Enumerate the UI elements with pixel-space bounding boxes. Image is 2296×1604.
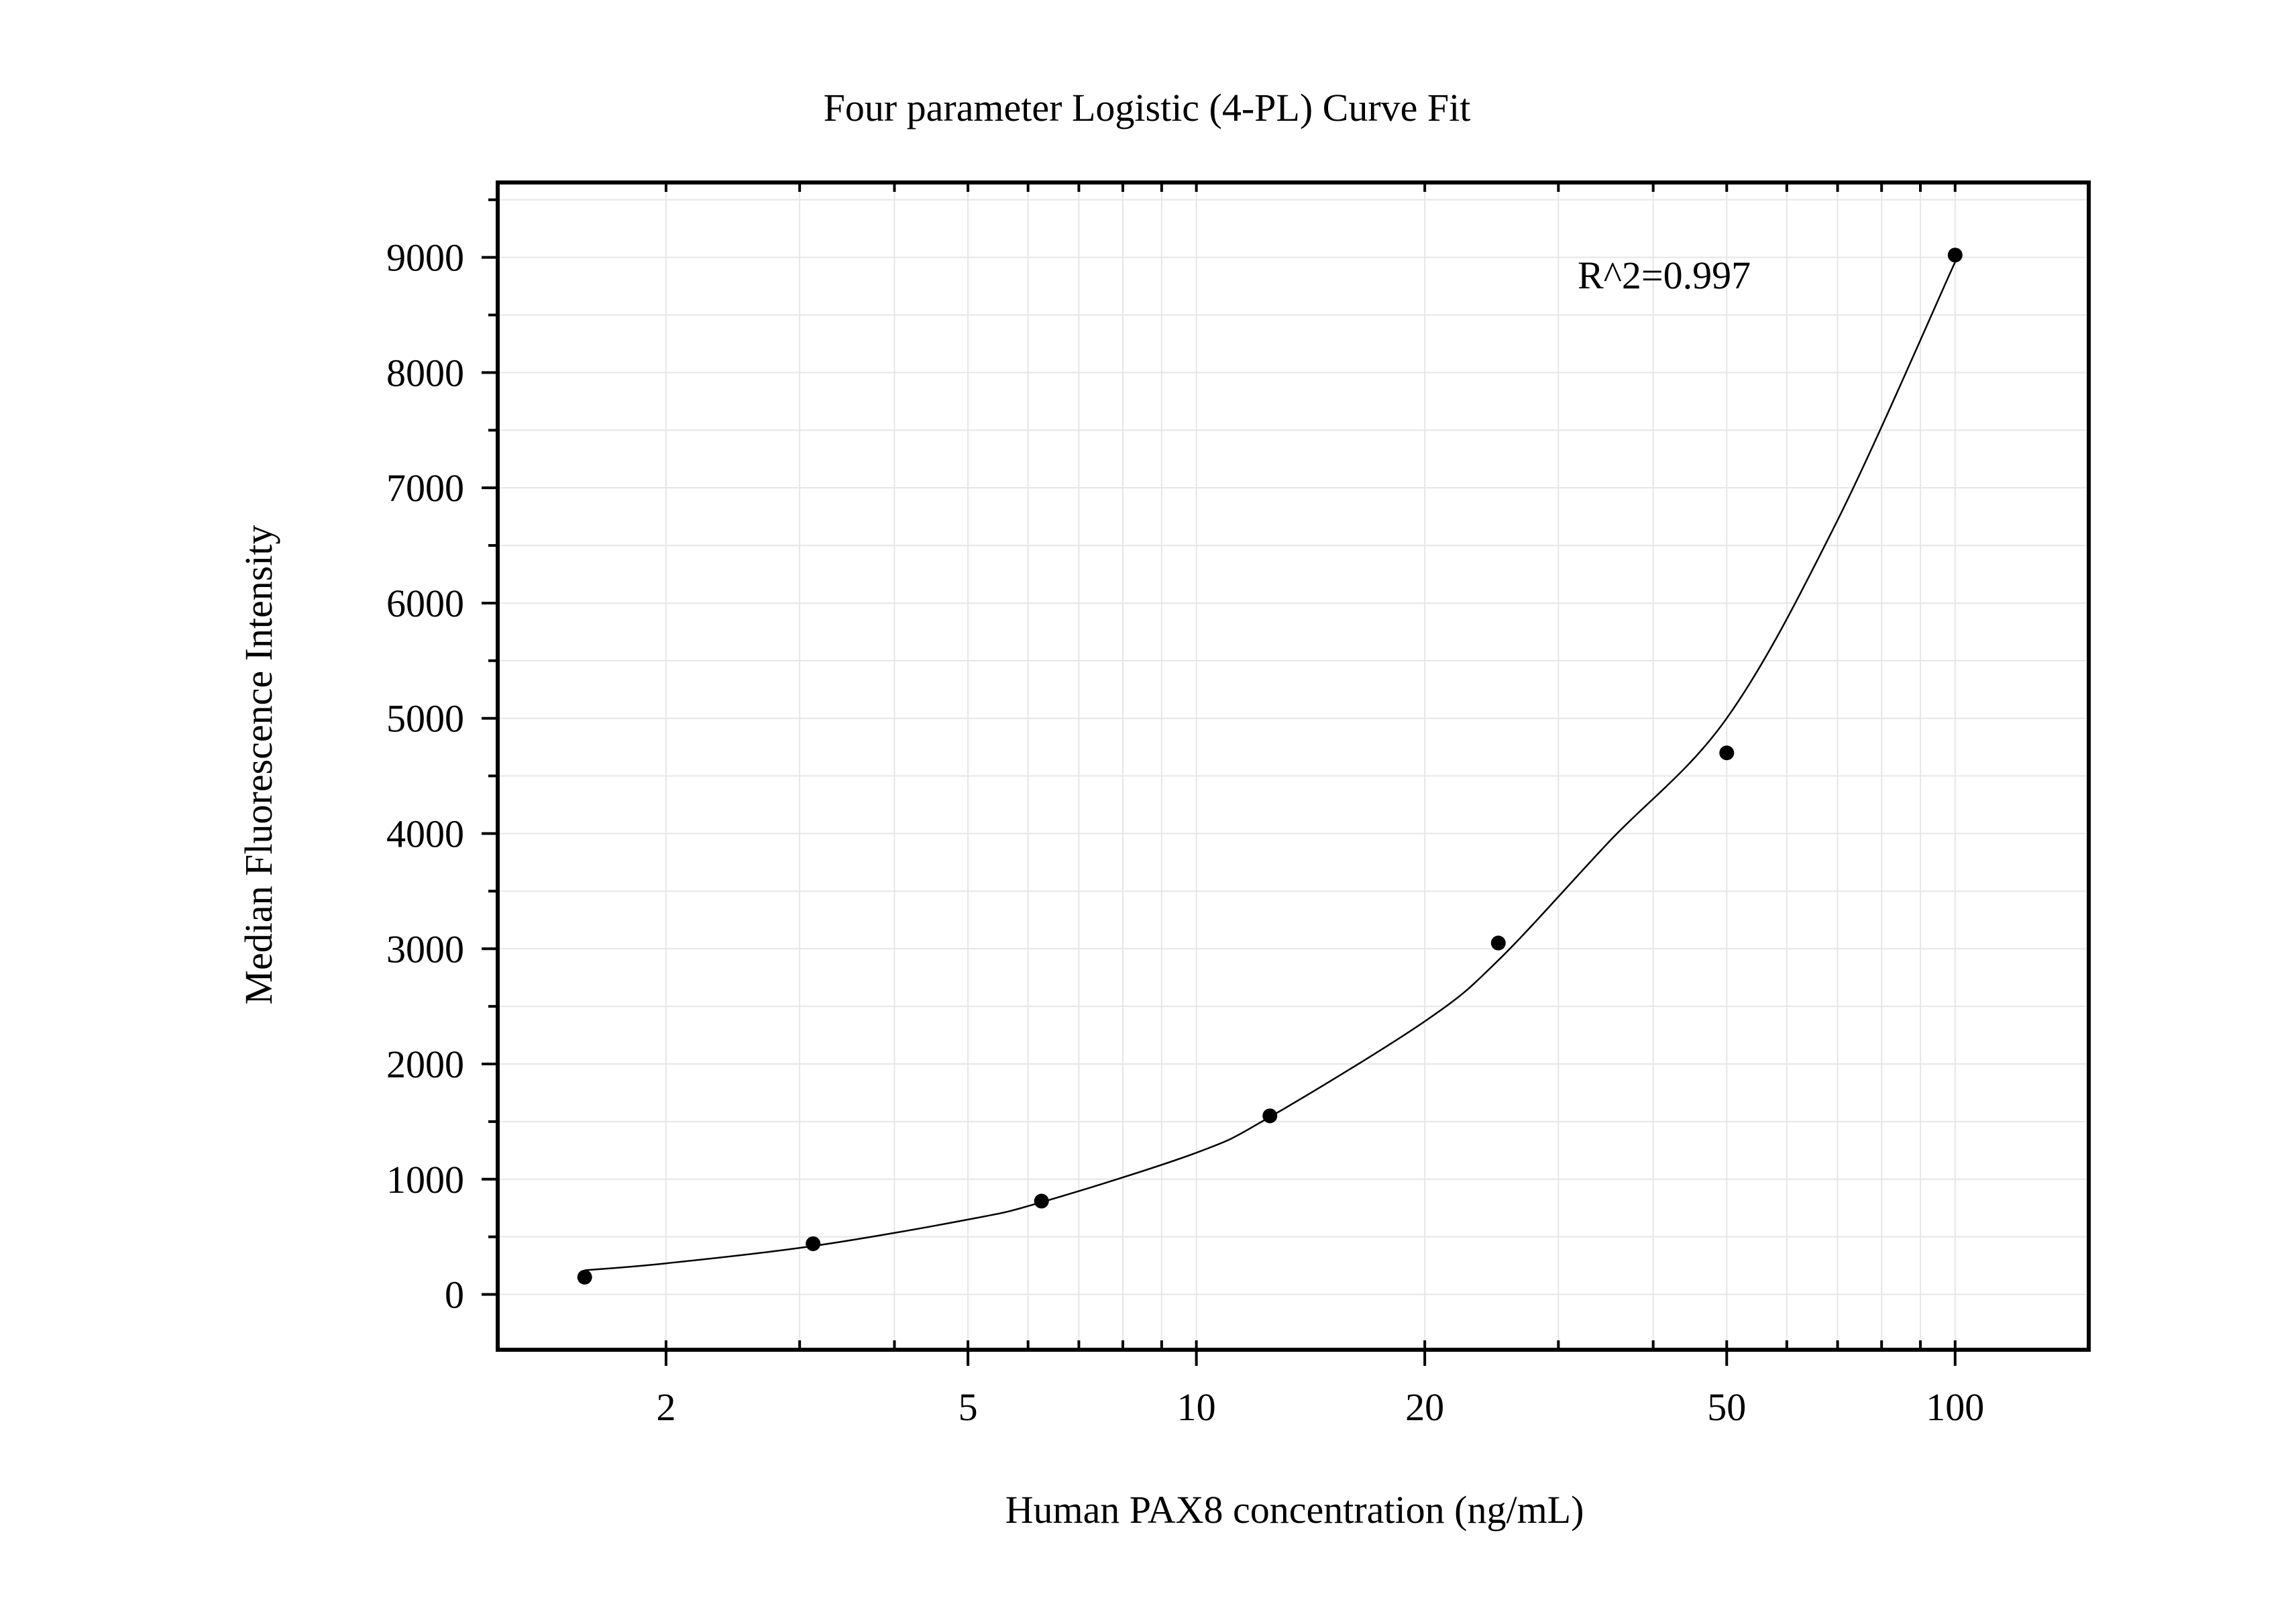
grid-lines	[498, 182, 2089, 1350]
data-point	[1490, 935, 1506, 951]
x-tick-label: 100	[1926, 1385, 1984, 1429]
data-point	[577, 1269, 592, 1285]
x-axis-label: Human PAX8 concentration (ng/mL)	[1005, 1488, 1584, 1532]
data-point	[806, 1236, 821, 1251]
y-tick-label: 3000	[386, 927, 464, 971]
y-tick-label: 4000	[386, 812, 464, 855]
x-tick-label: 5	[959, 1385, 978, 1429]
y-tick-label: 0	[445, 1273, 464, 1317]
y-tick-label: 6000	[386, 582, 464, 625]
axis-ticks: 0 1000 2000 3000 4000 5000 6000 7000 8000 9000 2 5 1…	[386, 182, 1984, 1429]
x-tick-label: 20	[1405, 1385, 1444, 1429]
chart-title: Four parameter Logistic (4-PL) Curve Fit	[824, 86, 1471, 129]
y-tick-label: 8000	[386, 351, 464, 394]
x-tick-label: 2	[656, 1385, 675, 1429]
fit-curve-layer	[584, 261, 1956, 1271]
data-points-layer	[577, 248, 1963, 1285]
x-tick-label: 10	[1177, 1385, 1216, 1429]
data-point	[1947, 248, 1963, 263]
y-tick-label: 1000	[386, 1158, 464, 1201]
x-tick-label: 50	[1707, 1385, 1746, 1429]
data-point	[1262, 1108, 1278, 1124]
y-tick-label: 2000	[386, 1042, 464, 1086]
data-point	[1034, 1193, 1049, 1209]
annotation-r-squared: R^2=0.997	[1578, 254, 1751, 297]
fit-curve	[584, 261, 1956, 1271]
y-tick-label: 5000	[386, 697, 464, 741]
y-tick-label: 9000	[386, 236, 464, 280]
y-axis-label: Median Fluorescence Intensity	[237, 525, 280, 1004]
y-tick-label: 7000	[386, 466, 464, 510]
data-point	[1719, 745, 1735, 761]
plot-frame	[496, 180, 2091, 1352]
